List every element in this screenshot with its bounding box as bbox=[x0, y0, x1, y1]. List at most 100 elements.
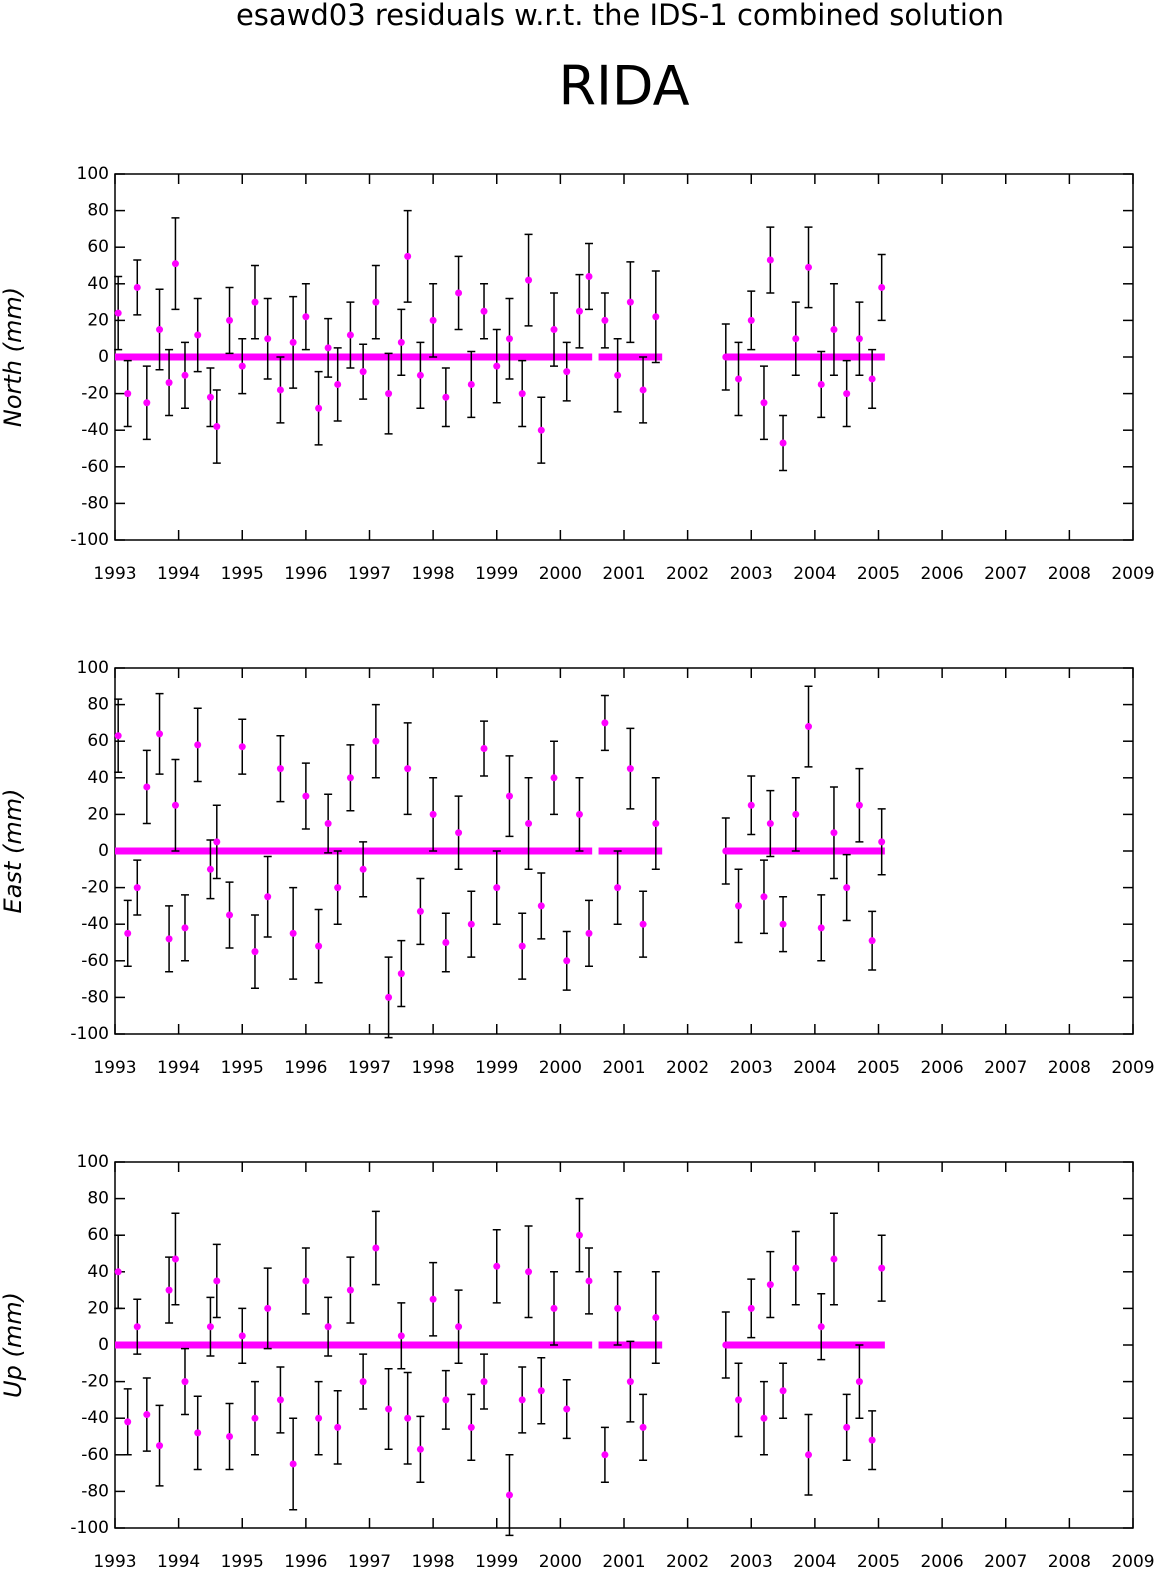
data-point bbox=[855, 335, 863, 343]
data-point bbox=[760, 893, 768, 901]
y-tick-label: 60 bbox=[87, 237, 109, 257]
x-tick-label: 2001 bbox=[602, 564, 645, 584]
y-tick-label: -80 bbox=[81, 1481, 109, 1501]
y-tick-label: 60 bbox=[87, 1225, 109, 1245]
data-point bbox=[817, 380, 825, 388]
data-point bbox=[165, 935, 173, 943]
x-tick-label: 1996 bbox=[284, 1058, 327, 1078]
data-point bbox=[779, 920, 787, 928]
data-point bbox=[537, 1387, 545, 1395]
data-point bbox=[563, 1405, 571, 1413]
data-point bbox=[429, 316, 437, 324]
x-tick-label: 2009 bbox=[1111, 1058, 1154, 1078]
y-tick-label: -20 bbox=[81, 384, 109, 404]
y-tick-label: -100 bbox=[70, 1024, 109, 1044]
data-point bbox=[878, 1264, 886, 1272]
y-tick-label: -60 bbox=[81, 457, 109, 477]
data-point bbox=[416, 1445, 424, 1453]
data-point bbox=[525, 1268, 533, 1276]
data-point bbox=[171, 260, 179, 268]
data-point bbox=[124, 1418, 132, 1426]
data-point bbox=[114, 309, 122, 317]
data-point bbox=[805, 1451, 813, 1459]
y-tick-label: 0 bbox=[98, 347, 109, 367]
data-point bbox=[614, 371, 622, 379]
x-tick-label: 2004 bbox=[793, 1552, 836, 1572]
data-point bbox=[114, 1268, 122, 1276]
data-point bbox=[830, 829, 838, 837]
data-point bbox=[537, 426, 545, 434]
data-point bbox=[601, 316, 609, 324]
x-tick-label: 1997 bbox=[348, 1058, 391, 1078]
data-point bbox=[346, 331, 354, 339]
data-point bbox=[324, 344, 332, 352]
x-tick-label: 1993 bbox=[93, 1058, 136, 1078]
data-point bbox=[133, 283, 141, 291]
data-point bbox=[747, 801, 755, 809]
data-point bbox=[537, 902, 545, 910]
data-point bbox=[760, 399, 768, 407]
x-tick-label: 2001 bbox=[602, 1552, 645, 1572]
data-point bbox=[315, 1414, 323, 1422]
data-point bbox=[315, 942, 323, 950]
data-point bbox=[302, 792, 310, 800]
data-point bbox=[181, 371, 189, 379]
x-tick-label: 1995 bbox=[221, 1552, 264, 1572]
x-tick-label: 1996 bbox=[284, 1552, 327, 1572]
data-point bbox=[213, 1277, 221, 1285]
data-point bbox=[397, 970, 405, 978]
data-point bbox=[493, 362, 501, 370]
data-point bbox=[429, 1295, 437, 1303]
data-point bbox=[550, 774, 558, 782]
y-tick-label: -80 bbox=[81, 493, 109, 513]
x-tick-label: 2005 bbox=[857, 1058, 900, 1078]
data-point bbox=[805, 263, 813, 271]
data-point bbox=[359, 865, 367, 873]
y-tick-label: -60 bbox=[81, 951, 109, 971]
y-tick-label: 60 bbox=[87, 731, 109, 751]
x-tick-label: 1993 bbox=[93, 1552, 136, 1572]
y-tick-label: 20 bbox=[87, 804, 109, 824]
data-point bbox=[639, 386, 647, 394]
x-tick-label: 2006 bbox=[920, 1058, 963, 1078]
x-tick-label: 2000 bbox=[539, 564, 582, 584]
y-tick-label: -20 bbox=[81, 878, 109, 898]
data-point bbox=[156, 730, 164, 738]
y-tick-label: 40 bbox=[87, 274, 109, 294]
y-tick-label: 80 bbox=[87, 1189, 109, 1209]
data-point bbox=[480, 1378, 488, 1386]
data-point bbox=[334, 380, 342, 388]
data-point bbox=[601, 1451, 609, 1459]
data-point bbox=[585, 1277, 593, 1285]
data-point bbox=[722, 847, 730, 855]
data-point bbox=[372, 298, 380, 306]
data-point bbox=[359, 368, 367, 376]
x-tick-label: 2002 bbox=[666, 1058, 709, 1078]
data-point bbox=[194, 741, 202, 749]
data-point bbox=[792, 335, 800, 343]
x-tick-label: 2008 bbox=[1048, 1058, 1091, 1078]
data-point bbox=[133, 1323, 141, 1331]
data-point bbox=[868, 375, 876, 383]
data-point bbox=[563, 368, 571, 376]
x-tick-label: 2007 bbox=[984, 564, 1027, 584]
data-point bbox=[493, 1262, 501, 1270]
x-tick-label: 1994 bbox=[157, 564, 200, 584]
data-point bbox=[766, 256, 774, 264]
x-tick-label: 1998 bbox=[411, 564, 454, 584]
y-tick-label: 80 bbox=[87, 695, 109, 715]
data-point bbox=[124, 929, 132, 937]
data-point bbox=[575, 307, 583, 315]
data-point bbox=[226, 1433, 234, 1440]
data-point bbox=[626, 765, 634, 773]
data-point bbox=[455, 1323, 463, 1331]
station-name: RIDA bbox=[558, 55, 689, 118]
data-point bbox=[114, 732, 122, 740]
data-point bbox=[575, 810, 583, 818]
data-point bbox=[181, 1378, 189, 1386]
x-tick-label: 1999 bbox=[475, 564, 518, 584]
data-point bbox=[779, 439, 787, 447]
data-point bbox=[585, 929, 593, 937]
data-point bbox=[264, 893, 272, 901]
